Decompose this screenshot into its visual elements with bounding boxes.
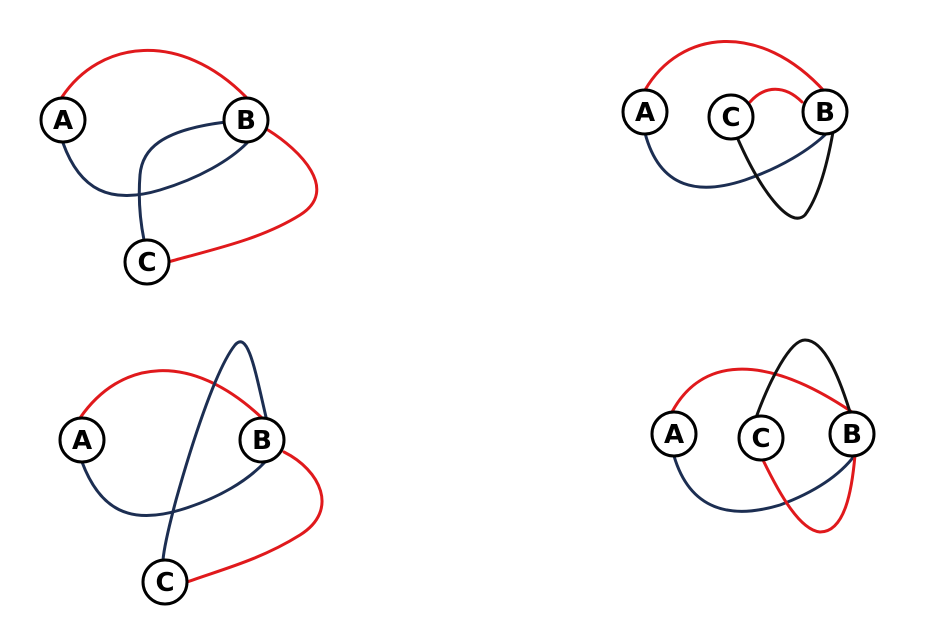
edge-c-b-red [761,453,857,534]
node-a-circle [650,410,698,458]
edge-a-b-red [60,49,248,99]
node-b: B [222,96,270,144]
node-c: C [737,414,785,462]
edge-a-b-red [78,369,264,420]
node-b-circle [828,410,876,458]
node-c-circle [123,238,171,286]
node-a: A [621,88,669,136]
edge-a-b-navy [80,460,267,518]
edge-a-b-navy [672,453,857,513]
node-c-circle [737,414,785,462]
node-a: A [39,96,87,144]
node-c-circle [141,558,189,606]
node-c-label: C [137,248,156,278]
node-a-label: A [664,420,684,450]
diagram-bottom-left: A B C [58,340,324,606]
node-a-label: A [635,98,655,128]
node-c-label: C [721,103,740,133]
node-c: C [123,238,171,286]
edge-c-b-red [748,87,804,104]
node-b-circle [222,96,270,144]
diagram-top-left: A B C [39,49,319,286]
node-a-circle [58,416,106,464]
node-c: C [707,93,755,141]
node-c-circle [707,93,755,141]
diagram-bottom-right: A C B [650,338,876,534]
node-c: C [141,558,189,606]
node-a: A [650,410,698,458]
diagram-top-right: A C B [621,40,849,220]
node-a: A [58,416,106,464]
node-b-circle [801,88,849,136]
node-b: B [828,410,876,458]
edge-c-b-black [755,338,852,417]
node-b-circle [238,416,286,464]
edge-b-c-navy [161,340,268,562]
node-a-label: A [53,106,73,136]
edge-b-c-navy [137,120,228,242]
edge-a-b-navy [643,130,830,189]
node-c-label: C [155,568,174,598]
node-c-label: C [751,424,770,454]
node-a-circle [39,96,87,144]
edge-b-c-red [185,450,324,584]
node-b: B [238,416,286,464]
edge-a-b-red [670,367,854,414]
node-b-label: B [815,98,835,128]
node-b-label: B [236,106,256,136]
edge-a-b-navy [61,141,249,198]
node-b: B [801,88,849,136]
node-a-label: A [72,426,92,456]
edge-c-b-black [735,130,835,220]
node-a-circle [621,88,669,136]
edge-a-b-red [643,40,827,94]
node-b-label: B [842,420,862,450]
edge-b-c-red [166,128,319,264]
node-b-label: B [252,426,272,456]
